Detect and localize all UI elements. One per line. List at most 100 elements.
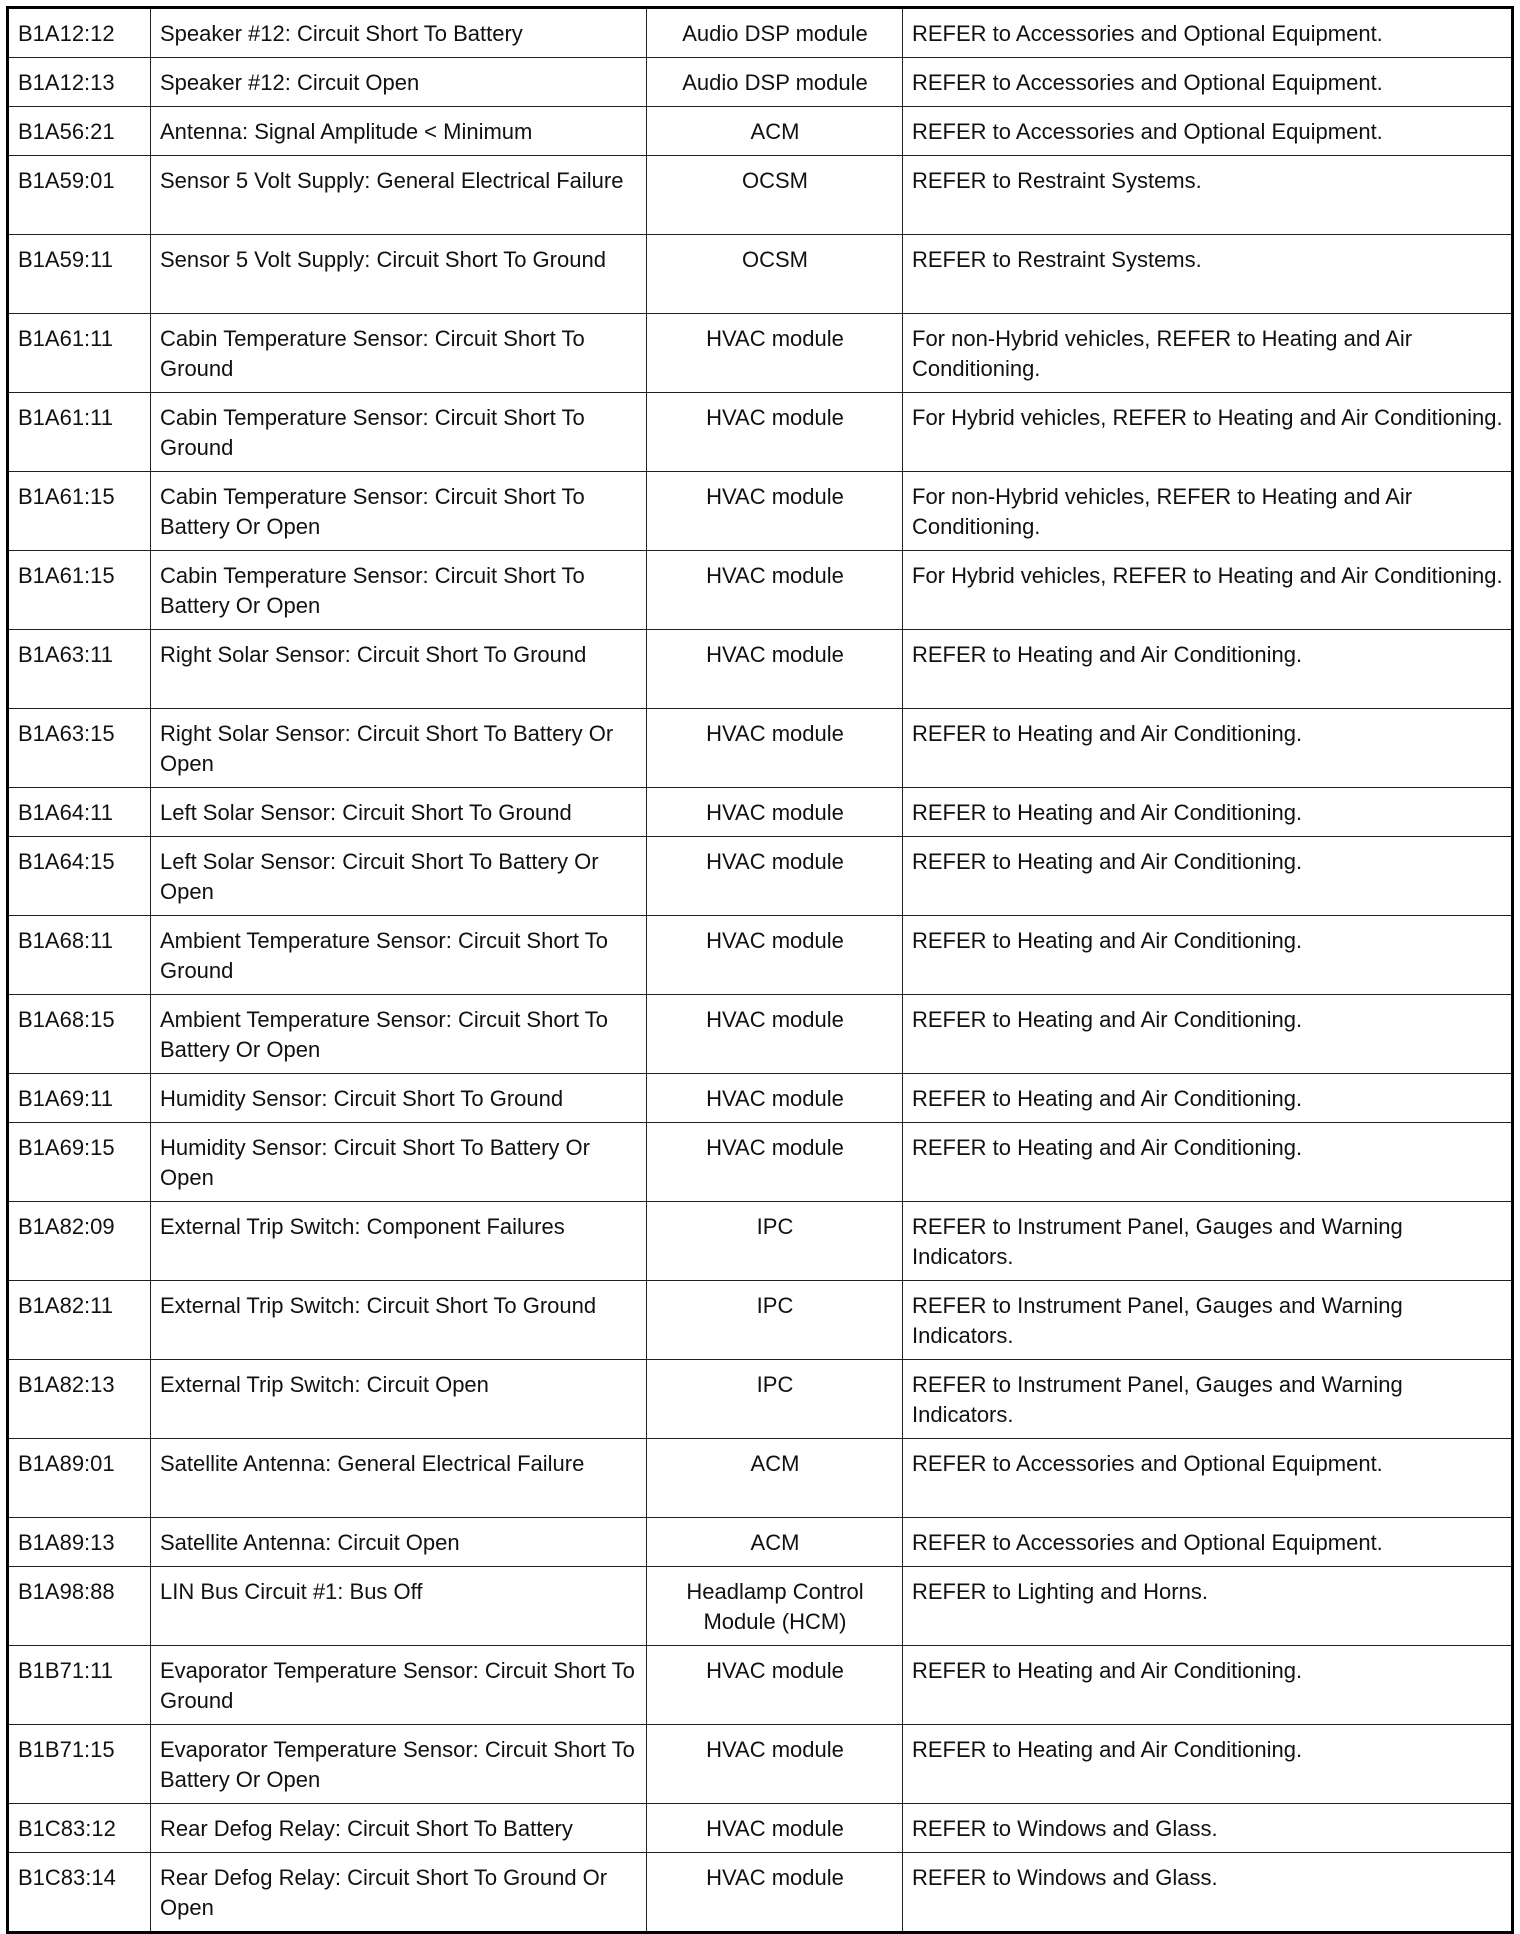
module-cell: HVAC module: [646, 836, 903, 916]
table-row: B1A56:21 Antenna: Signal Amplitude < Mini…: [7, 106, 1513, 156]
action-cell: REFER to Instrument Panel, Gauges and Wa…: [902, 1359, 1513, 1439]
module-cell: ACM: [646, 106, 903, 156]
dtc-code-cell: B1A82:13: [7, 1359, 151, 1439]
description-cell: Satellite Antenna: General Electrical Fa…: [150, 1438, 647, 1518]
module-cell: HVAC module: [646, 313, 903, 393]
table-row: B1A61:15 Cabin Temperature Sensor: Circui…: [7, 471, 1513, 551]
table-row: B1A89:01 Satellite Antenna: General Elect…: [7, 1438, 1513, 1518]
dtc-code-cell: B1A59:11: [7, 234, 151, 314]
description-cell: External Trip Switch: Circuit Open: [150, 1359, 647, 1439]
action-cell: For Hybrid vehicles, REFER to Heating an…: [902, 550, 1513, 630]
action-cell: REFER to Accessories and Optional Equipm…: [902, 106, 1513, 156]
dtc-code-cell: B1A68:15: [7, 994, 151, 1074]
description-cell: Sensor 5 Volt Supply: Circuit Short To G…: [150, 234, 647, 314]
table-row: B1A68:15 Ambient Temperature Sensor: Circ…: [7, 994, 1513, 1074]
description-cell: Left Solar Sensor: Circuit Short To Grou…: [150, 787, 647, 837]
table-row: B1A12:13 Speaker #12: Circuit Open Audio D…: [7, 57, 1513, 107]
dtc-code-cell: B1A82:09: [7, 1201, 151, 1281]
table-row: B1A68:11 Ambient Temperature Sensor: Circ…: [7, 915, 1513, 995]
dtc-code-cell: B1A63:11: [7, 629, 151, 709]
module-cell: HVAC module: [646, 1122, 903, 1202]
module-cell: Audio DSP module: [646, 57, 903, 107]
dtc-code-cell: B1C83:14: [7, 1852, 151, 1933]
dtc-code-cell: B1A89:13: [7, 1517, 151, 1567]
action-cell: For non-Hybrid vehicles, REFER to Heatin…: [902, 471, 1513, 551]
dtc-code-cell: B1A61:15: [7, 471, 151, 551]
action-cell: REFER to Heating and Air Conditioning.: [902, 629, 1513, 709]
table-row: B1A82:09 External Trip Switch: Component …: [7, 1201, 1513, 1281]
module-cell: HVAC module: [646, 1803, 903, 1853]
dtc-code-cell: B1B71:15: [7, 1724, 151, 1804]
dtc-table: B1A12:12 Speaker #12: Circuit Short To Ba…: [6, 6, 1514, 1934]
description-cell: Humidity Sensor: Circuit Short To Batter…: [150, 1122, 647, 1202]
description-cell: Antenna: Signal Amplitude < Minimum: [150, 106, 647, 156]
description-cell: Right Solar Sensor: Circuit Short To Gro…: [150, 629, 647, 709]
module-cell: HVAC module: [646, 392, 903, 472]
description-cell: Rear Defog Relay: Circuit Short To Groun…: [150, 1852, 647, 1933]
table-row: B1A64:15 Left Solar Sensor: Circuit Short…: [7, 836, 1513, 916]
dtc-code-cell: B1A64:11: [7, 787, 151, 837]
description-cell: Ambient Temperature Sensor: Circuit Shor…: [150, 994, 647, 1074]
table-row: B1A59:01 Sensor 5 Volt Supply: General El…: [7, 155, 1513, 235]
module-cell: IPC: [646, 1359, 903, 1439]
dtc-code-cell: B1A82:11: [7, 1280, 151, 1360]
description-cell: Cabin Temperature Sensor: Circuit Short …: [150, 392, 647, 472]
action-cell: REFER to Heating and Air Conditioning.: [902, 1724, 1513, 1804]
action-cell: REFER to Heating and Air Conditioning.: [902, 915, 1513, 995]
table-row: B1A61:11 Cabin Temperature Sensor: Circui…: [7, 392, 1513, 472]
table-row: B1A61:15 Cabin Temperature Sensor: Circui…: [7, 550, 1513, 630]
table-row: B1A69:15 Humidity Sensor: Circuit Short T…: [7, 1122, 1513, 1202]
action-cell: For non-Hybrid vehicles, REFER to Heatin…: [902, 313, 1513, 393]
dtc-code-cell: B1A89:01: [7, 1438, 151, 1518]
dtc-code-cell: B1A12:12: [7, 7, 151, 58]
action-cell: REFER to Accessories and Optional Equipm…: [902, 1517, 1513, 1567]
action-cell: REFER to Heating and Air Conditioning.: [902, 1122, 1513, 1202]
description-cell: Ambient Temperature Sensor: Circuit Shor…: [150, 915, 647, 995]
action-cell: REFER to Heating and Air Conditioning.: [902, 1645, 1513, 1725]
description-cell: Left Solar Sensor: Circuit Short To Batt…: [150, 836, 647, 916]
module-cell: HVAC module: [646, 550, 903, 630]
description-cell: External Trip Switch: Circuit Short To G…: [150, 1280, 647, 1360]
dtc-code-cell: B1A68:11: [7, 915, 151, 995]
description-cell: Sensor 5 Volt Supply: General Electrical…: [150, 155, 647, 235]
table-row: B1B71:15 Evaporator Temperature Sensor: C…: [7, 1724, 1513, 1804]
action-cell: REFER to Heating and Air Conditioning.: [902, 787, 1513, 837]
dtc-code-cell: B1A69:11: [7, 1073, 151, 1123]
table-row: B1A89:13 Satellite Antenna: Circuit Open A…: [7, 1517, 1513, 1567]
action-cell: REFER to Accessories and Optional Equipm…: [902, 7, 1513, 58]
action-cell: REFER to Heating and Air Conditioning.: [902, 836, 1513, 916]
action-cell: REFER to Instrument Panel, Gauges and Wa…: [902, 1280, 1513, 1360]
action-cell: REFER to Restraint Systems.: [902, 155, 1513, 235]
description-cell: Speaker #12: Circuit Open: [150, 57, 647, 107]
description-cell: Right Solar Sensor: Circuit Short To Bat…: [150, 708, 647, 788]
dtc-code-cell: B1A12:13: [7, 57, 151, 107]
module-cell: HVAC module: [646, 1724, 903, 1804]
action-cell: For Hybrid vehicles, REFER to Heating an…: [902, 392, 1513, 472]
description-cell: External Trip Switch: Component Failures: [150, 1201, 647, 1281]
dtc-code-cell: B1A64:15: [7, 836, 151, 916]
module-cell: ACM: [646, 1438, 903, 1518]
action-cell: REFER to Accessories and Optional Equipm…: [902, 1438, 1513, 1518]
module-cell: HVAC module: [646, 629, 903, 709]
description-cell: Speaker #12: Circuit Short To Battery: [150, 7, 647, 58]
dtc-code-cell: B1A56:21: [7, 106, 151, 156]
description-cell: LIN Bus Circuit #1: Bus Off: [150, 1566, 647, 1646]
description-cell: Satellite Antenna: Circuit Open: [150, 1517, 647, 1567]
module-cell: HVAC module: [646, 471, 903, 551]
description-cell: Cabin Temperature Sensor: Circuit Short …: [150, 550, 647, 630]
action-cell: REFER to Restraint Systems.: [902, 234, 1513, 314]
action-cell: REFER to Windows and Glass.: [902, 1852, 1513, 1933]
description-cell: Cabin Temperature Sensor: Circuit Short …: [150, 313, 647, 393]
action-cell: REFER to Heating and Air Conditioning.: [902, 708, 1513, 788]
dtc-code-cell: B1A61:11: [7, 313, 151, 393]
module-cell: HVAC module: [646, 1073, 903, 1123]
action-cell: REFER to Instrument Panel, Gauges and Wa…: [902, 1201, 1513, 1281]
dtc-code-cell: B1B71:11: [7, 1645, 151, 1725]
module-cell: OCSM: [646, 155, 903, 235]
table-row: B1A12:12 Speaker #12: Circuit Short To Ba…: [7, 7, 1513, 58]
module-cell: IPC: [646, 1280, 903, 1360]
description-cell: Humidity Sensor: Circuit Short To Ground: [150, 1073, 647, 1123]
module-cell: HVAC module: [646, 1852, 903, 1933]
table-row: B1A69:11 Humidity Sensor: Circuit Short T…: [7, 1073, 1513, 1123]
description-cell: Cabin Temperature Sensor: Circuit Short …: [150, 471, 647, 551]
